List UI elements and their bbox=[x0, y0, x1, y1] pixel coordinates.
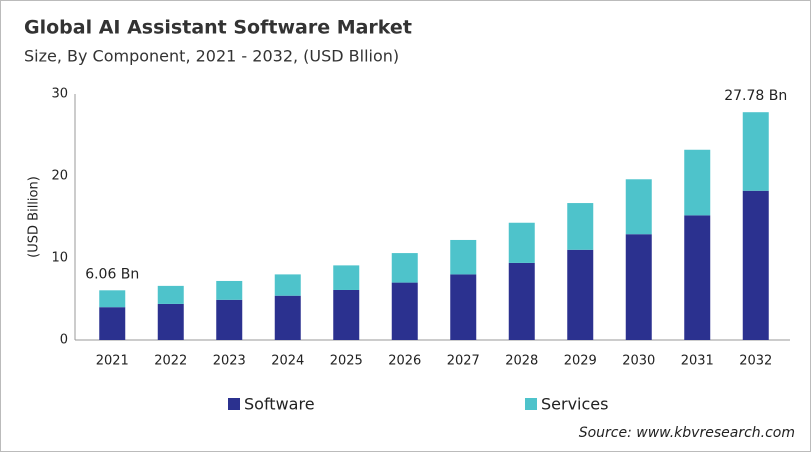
x-tick-label: 2027 bbox=[447, 354, 480, 369]
y-tick-label: 20 bbox=[51, 169, 68, 184]
x-tick-label: 2023 bbox=[213, 354, 246, 369]
bar-segment bbox=[742, 190, 769, 340]
x-tick-label: 2028 bbox=[505, 354, 538, 369]
x-tick-label: 2029 bbox=[564, 354, 597, 369]
bar-segment bbox=[625, 179, 652, 235]
bar-segment bbox=[567, 203, 594, 250]
y-axis-label: (USD Billion) bbox=[27, 176, 42, 258]
x-tick-label: 2024 bbox=[271, 354, 304, 369]
bar-segment bbox=[742, 112, 769, 191]
bar-segment bbox=[274, 274, 301, 296]
bar-segment bbox=[99, 307, 126, 340]
legend-label: Services bbox=[541, 395, 608, 414]
bar-segment bbox=[216, 299, 243, 340]
chart-title: Global AI Assistant Software Market bbox=[24, 17, 412, 39]
x-tick-label: 2031 bbox=[681, 354, 714, 369]
bar-segment bbox=[333, 265, 360, 290]
total-label: 6.06 Bn bbox=[85, 266, 139, 282]
y-tick-label: 30 bbox=[51, 87, 68, 102]
bar-segment bbox=[684, 215, 711, 340]
bar-segment bbox=[508, 262, 535, 340]
bar-segment bbox=[333, 289, 360, 340]
bar-segment bbox=[567, 249, 594, 340]
bar-segment bbox=[157, 285, 184, 304]
legend-swatch bbox=[228, 398, 240, 410]
x-tick-label: 2026 bbox=[388, 354, 421, 369]
x-tick-label: 2030 bbox=[622, 354, 655, 369]
bar-segment bbox=[391, 282, 418, 340]
legend-swatch bbox=[525, 398, 537, 410]
x-tick-label: 2021 bbox=[96, 354, 129, 369]
y-tick-label: 0 bbox=[60, 333, 68, 348]
total-label: 27.78 Bn bbox=[724, 88, 787, 104]
bar-segment bbox=[684, 149, 711, 216]
y-tick-label: 10 bbox=[51, 251, 68, 266]
bar-segment bbox=[508, 222, 535, 263]
source: Source: www.kbvresearch.com bbox=[579, 425, 795, 441]
x-tick-label: 2025 bbox=[330, 354, 363, 369]
bar-segment bbox=[450, 239, 477, 275]
x-tick-label: 2022 bbox=[154, 354, 187, 369]
bar-segment bbox=[274, 295, 301, 340]
bar-segment bbox=[450, 274, 477, 340]
bar-segment bbox=[216, 280, 243, 300]
bar-segment bbox=[625, 234, 652, 340]
bar-segment bbox=[391, 253, 418, 283]
bar-segment bbox=[99, 290, 126, 308]
bar-segment bbox=[157, 303, 184, 340]
legend-label: Software bbox=[244, 395, 315, 414]
x-tick-label: 2032 bbox=[739, 354, 772, 369]
chart-subtitle: Size, By Component, 2021 - 2032, (USD Bl… bbox=[24, 47, 399, 66]
